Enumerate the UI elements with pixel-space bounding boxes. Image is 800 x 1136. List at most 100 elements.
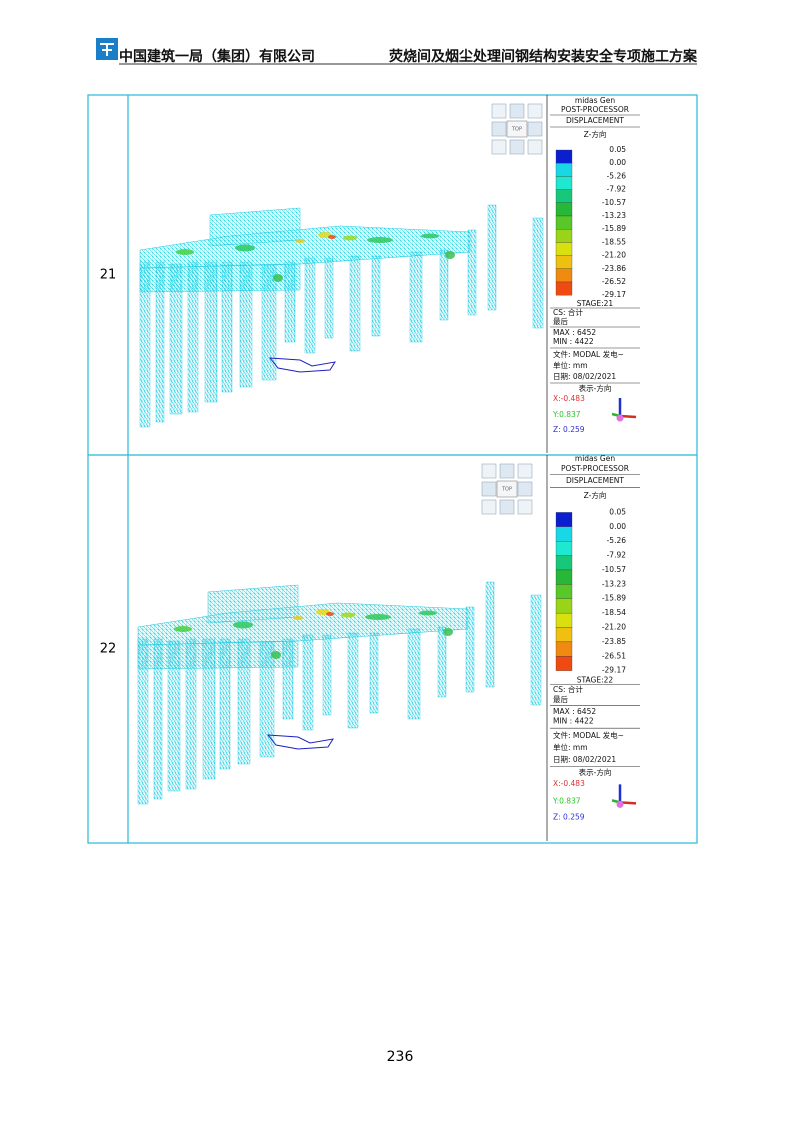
table-border — [87, 94, 698, 844]
column — [169, 263, 183, 415]
row-label: 22 — [100, 642, 117, 657]
color-band — [555, 656, 573, 671]
company: 中国建筑一局（集团）有限公司 — [119, 48, 315, 65]
structure-model — [137, 581, 542, 805]
legend-text: 表示-方向 — [579, 767, 612, 777]
structure-model — [139, 204, 544, 428]
column — [349, 255, 361, 352]
color-band — [555, 176, 573, 190]
column — [407, 628, 421, 720]
cube-face — [481, 481, 497, 497]
color-band — [555, 229, 573, 243]
legend-value: -10.57 — [602, 198, 626, 207]
displacement-zone — [341, 612, 355, 618]
column — [202, 638, 216, 780]
color-band — [555, 189, 573, 203]
header: 中国建筑一局（集团）有限公司 荧烧间及烟尘处理间钢结构安装安全专项施工方案 — [96, 38, 698, 65]
legend: midas GenPOST-PROCESSORDISPLACEMENTZ-方向0… — [546, 454, 640, 841]
cube-corner — [481, 463, 497, 479]
column — [204, 261, 218, 403]
column — [221, 261, 233, 393]
displacement-zone — [293, 616, 303, 620]
color-band — [555, 255, 573, 269]
column — [261, 264, 277, 381]
legend-value: 0.00 — [609, 522, 626, 531]
legend-value: -21.20 — [602, 623, 626, 632]
triad-origin — [616, 800, 624, 808]
legend-text: 单位: mm — [553, 742, 588, 752]
legend-text: midas Gen — [575, 96, 615, 105]
legend-text: Z-方向 — [584, 490, 607, 500]
legend-value: -23.85 — [602, 637, 626, 646]
legend-text: CS: 合计 — [553, 684, 583, 694]
cube-corner — [491, 139, 507, 155]
column — [371, 255, 381, 337]
displacement-zone — [273, 274, 283, 282]
row-label: 21 — [100, 268, 117, 283]
displacement-zone — [421, 233, 439, 239]
legend-text: MIN : 4422 — [553, 337, 594, 346]
color-band — [555, 555, 573, 571]
legend-text: MIN : 4422 — [553, 717, 594, 726]
legend-value: -5.26 — [607, 171, 627, 180]
column — [284, 261, 296, 343]
axis-y: Y:0.837 — [552, 410, 581, 419]
cube-corner — [481, 499, 497, 515]
cube-face — [517, 481, 533, 497]
color-band — [555, 202, 573, 217]
column — [465, 606, 475, 693]
column — [467, 229, 477, 316]
color-band — [555, 541, 573, 556]
color-band — [555, 268, 573, 283]
cube-corner — [517, 499, 533, 515]
column — [239, 261, 253, 388]
view-cube: TOP — [491, 103, 543, 155]
displacement-zone — [326, 612, 334, 616]
legend-text: DISPLACEMENT — [566, 476, 624, 485]
cube-label: TOP — [501, 487, 512, 493]
displacement-zone — [445, 251, 455, 259]
column — [369, 632, 379, 714]
color-band — [555, 598, 573, 614]
column — [219, 638, 231, 770]
column — [437, 626, 447, 698]
doc-title: 荧烧间及烟尘处理间钢结构安装安全专项施工方案 — [389, 48, 698, 65]
legend-text: 最后 — [553, 316, 568, 326]
axis-x: X:-0.483 — [553, 394, 585, 403]
legend-value: -7.92 — [607, 185, 627, 194]
cube-top — [496, 480, 518, 498]
legend-text: CS: 合计 — [553, 307, 583, 317]
logo-mark — [100, 43, 114, 56]
displacement-zone — [343, 235, 357, 241]
column — [347, 632, 359, 729]
legend-value: -21.20 — [602, 251, 626, 260]
legend-value: 0.05 — [609, 507, 626, 516]
displacement-zone — [235, 244, 255, 252]
base-element — [266, 734, 335, 750]
legend-text: 单位: mm — [553, 360, 588, 370]
legend-value: -18.55 — [602, 237, 626, 246]
cube-face — [527, 121, 543, 137]
column — [409, 251, 423, 343]
color-band — [555, 584, 573, 599]
column — [137, 638, 149, 805]
legend-text: STAGE:21 — [577, 299, 614, 308]
column — [153, 638, 163, 800]
legend-value: -26.51 — [602, 651, 626, 660]
legend-text: MAX : 6452 — [553, 328, 596, 337]
displacement-zone — [443, 628, 453, 636]
legend-text: Z-方向 — [584, 129, 607, 139]
color-band — [555, 215, 573, 230]
color-band — [555, 242, 573, 256]
cube-corner — [527, 139, 543, 155]
column — [259, 641, 275, 758]
cube-face — [499, 463, 515, 479]
cube-face — [509, 103, 525, 119]
legend-value: -29.17 — [602, 666, 626, 675]
column — [185, 638, 197, 790]
column — [532, 217, 544, 329]
legend-text: POST-PROCESSOR — [561, 105, 629, 114]
color-band — [555, 641, 573, 657]
